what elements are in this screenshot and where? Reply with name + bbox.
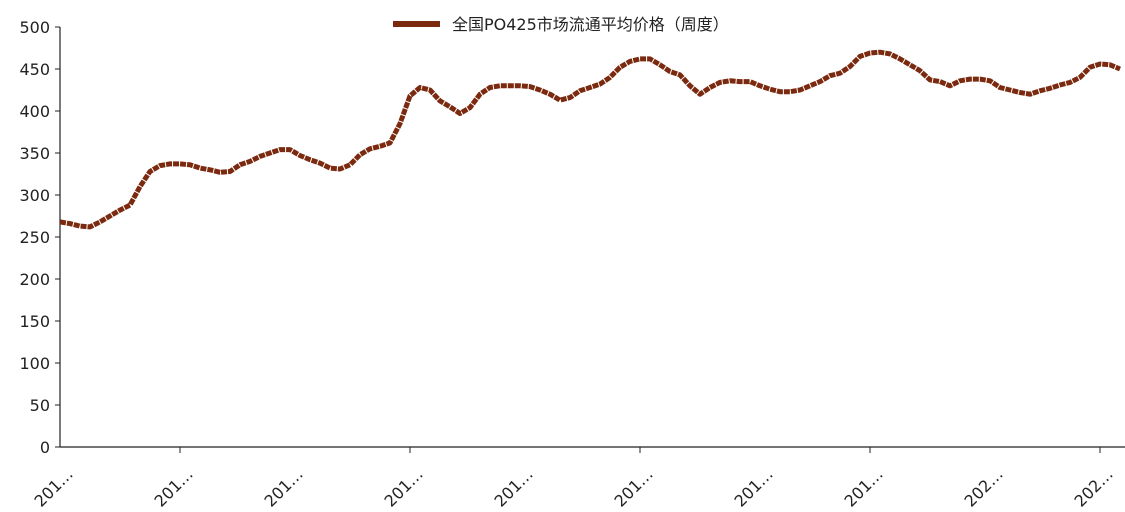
y-tick-label: 350 (19, 144, 50, 163)
y-tick-label: 200 (19, 270, 50, 289)
x-tick-label: 201… (260, 464, 306, 510)
y-tick-label: 100 (19, 354, 50, 373)
y-tick-label: 450 (19, 60, 50, 79)
y-tick-label: 300 (19, 186, 50, 205)
x-tick-label: 201… (30, 464, 76, 510)
y-tick-label: 500 (19, 18, 50, 37)
y-tick-label: 0 (40, 438, 50, 457)
y-tick-label: 400 (19, 102, 50, 121)
line-series (59, 49, 1121, 230)
x-tick-label: 202… (1070, 464, 1116, 510)
y-tick-label: 50 (30, 396, 50, 415)
x-tick-label: 201… (610, 464, 656, 510)
x-tick-label: 201… (380, 464, 426, 510)
x-tick-label: 202… (960, 464, 1006, 510)
x-tick-label: 201… (490, 464, 536, 510)
y-tick-label: 250 (19, 228, 50, 247)
x-tick-label: 201… (730, 464, 776, 510)
legend-label: 全国PO425市场流通平均价格（周度） (452, 15, 729, 34)
y-tick-label: 150 (19, 312, 50, 331)
x-tick-label: 201… (150, 464, 196, 510)
x-tick-label: 201… (840, 464, 886, 510)
